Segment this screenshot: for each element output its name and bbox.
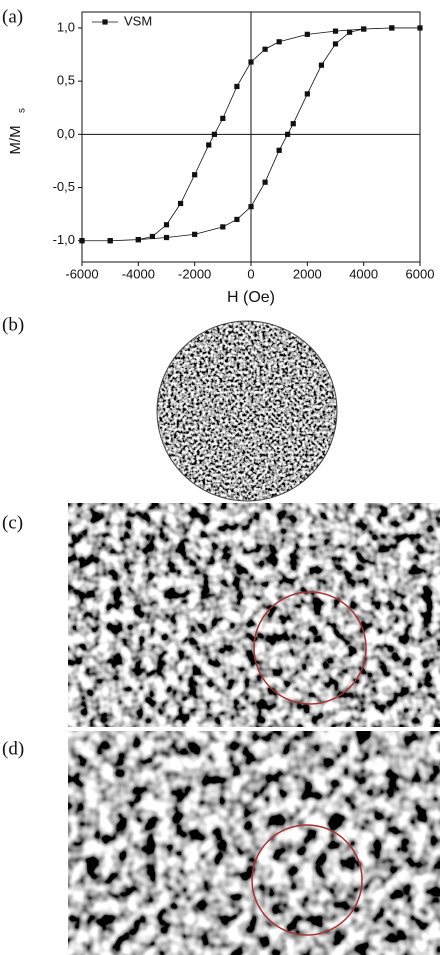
data-point bbox=[234, 217, 239, 222]
data-point bbox=[136, 237, 141, 242]
x-tick-label: 2000 bbox=[293, 266, 322, 281]
data-point bbox=[389, 25, 394, 30]
data-point bbox=[192, 172, 197, 177]
data-point bbox=[262, 47, 267, 52]
y-tick-label: 0,5 bbox=[57, 73, 75, 88]
y-tick-label: 0,0 bbox=[57, 126, 75, 141]
data-point bbox=[277, 39, 282, 44]
data-point bbox=[305, 91, 310, 96]
panel-label: (d) bbox=[2, 738, 24, 759]
data-point bbox=[305, 32, 310, 37]
y-axis-label-sub: s bbox=[17, 108, 28, 113]
x-tick-label: -6000 bbox=[65, 266, 98, 281]
data-point bbox=[248, 59, 253, 64]
x-tick-label: 4000 bbox=[349, 266, 378, 281]
data-point bbox=[206, 142, 211, 147]
data-point bbox=[291, 121, 296, 126]
y-axis-label: M/M bbox=[7, 125, 24, 154]
data-point bbox=[248, 204, 253, 209]
data-point bbox=[285, 132, 290, 137]
data-point bbox=[108, 238, 113, 243]
x-tick-label: 6000 bbox=[406, 266, 435, 281]
y-tick-label: 1,0 bbox=[57, 19, 75, 34]
data-point bbox=[79, 238, 84, 243]
micrograph-disc bbox=[157, 321, 337, 501]
data-point bbox=[220, 224, 225, 229]
data-point bbox=[234, 84, 239, 89]
data-point bbox=[333, 29, 338, 34]
data-point bbox=[212, 132, 217, 137]
data-point bbox=[178, 201, 183, 206]
legend-label: VSM bbox=[124, 13, 152, 28]
data-point bbox=[417, 25, 422, 30]
data-point bbox=[361, 26, 366, 31]
data-point bbox=[220, 116, 225, 121]
data-point bbox=[333, 41, 338, 46]
data-point bbox=[164, 222, 169, 227]
x-tick-label: 0 bbox=[247, 266, 254, 281]
data-point bbox=[192, 232, 197, 237]
panel-label: (c) bbox=[2, 512, 23, 533]
micrograph bbox=[68, 503, 440, 727]
data-point bbox=[319, 63, 324, 68]
panel-label: (b) bbox=[2, 314, 24, 335]
x-tick-label: -4000 bbox=[122, 266, 155, 281]
data-point bbox=[164, 235, 169, 240]
x-tick-label: -2000 bbox=[178, 266, 211, 281]
data-point bbox=[262, 180, 267, 185]
y-tick-label: -1,0 bbox=[53, 232, 75, 247]
panel-label: (a) bbox=[2, 6, 23, 27]
y-tick-label: -0,5 bbox=[53, 179, 75, 194]
data-point bbox=[277, 148, 282, 153]
micrograph bbox=[68, 731, 440, 955]
legend-marker bbox=[102, 19, 107, 24]
data-point bbox=[150, 234, 155, 239]
data-point bbox=[347, 30, 352, 35]
figure: (a) (b) (c) (d) H (Oe) M/M s -1,0 -0,5 0,0… bbox=[0, 0, 440, 955]
x-axis-label: H (Oe) bbox=[227, 289, 275, 306]
